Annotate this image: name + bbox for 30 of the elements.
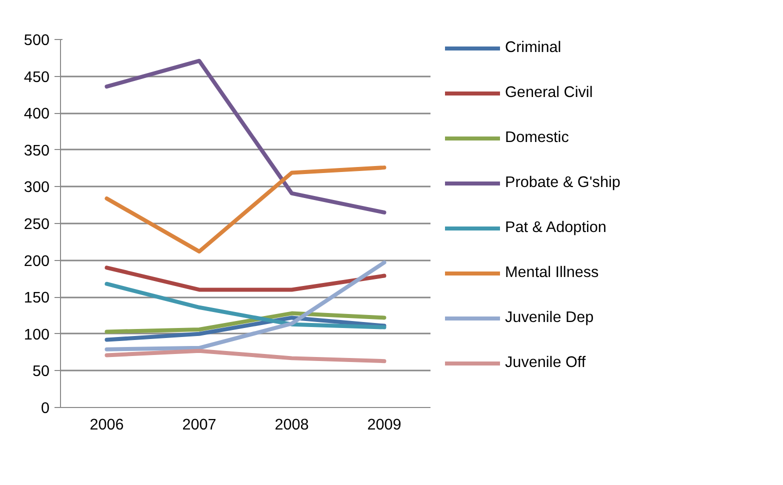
legend-label: Probate & G'ship [505, 174, 620, 192]
line-series [104, 282, 386, 330]
legend-label: Criminal [505, 39, 562, 57]
legend-label: Juvenile Off [505, 354, 586, 372]
legend-label: Domestic [505, 129, 569, 147]
y-tick-label: 0 [40, 400, 50, 417]
x-tick-label: 2007 [182, 416, 216, 434]
y-tick-label: 150 [24, 290, 50, 307]
legend-label: Juvenile Dep [505, 309, 594, 327]
x-tick-label: 2008 [274, 416, 309, 434]
x-tick-label: 2009 [367, 416, 402, 434]
line-series [104, 260, 386, 352]
y-tick-label: 400 [24, 106, 50, 123]
y-tick-label: 300 [24, 179, 50, 196]
line-series [104, 316, 386, 342]
y-tick-label: 350 [24, 142, 50, 160]
line-series [104, 348, 386, 364]
line-series [104, 166, 386, 254]
line-series [104, 311, 386, 334]
legend-label: General Civil [505, 84, 593, 102]
y-tick-label: 100 [24, 326, 50, 344]
legend-label: Pat & Adoption [505, 219, 606, 237]
legend-label: Mental Illness [505, 264, 599, 282]
x-tick-label: 2006 [90, 416, 124, 434]
y-tick-label: 500 [24, 32, 50, 49]
y-tick-label: 450 [24, 68, 50, 86]
y-tick-label: 50 [32, 363, 50, 380]
y-tick-label: 250 [24, 216, 50, 233]
y-tick-label: 200 [24, 252, 50, 270]
line-series [104, 58, 386, 214]
